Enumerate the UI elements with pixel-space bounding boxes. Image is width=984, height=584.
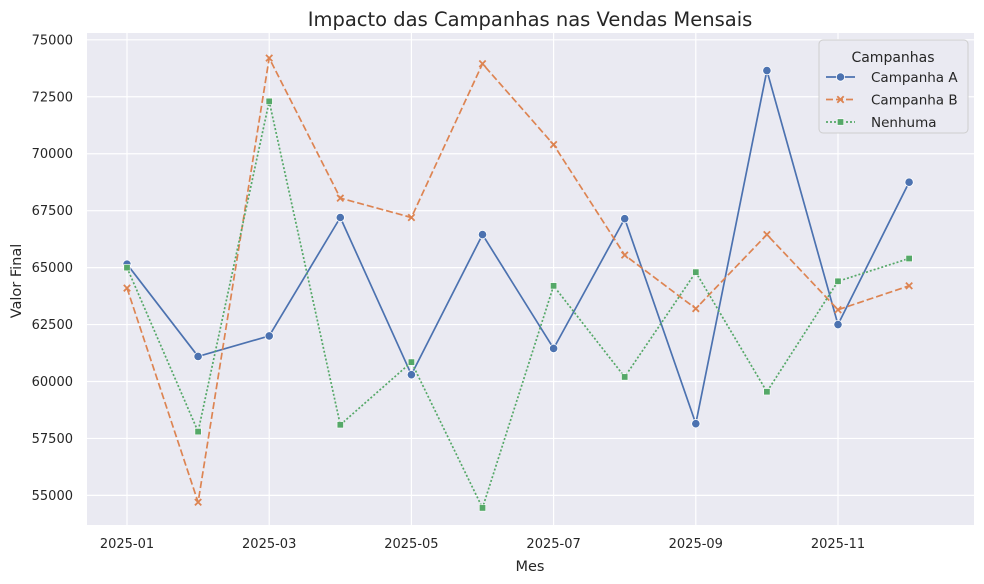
data-point	[335, 212, 345, 223]
data-point	[834, 305, 842, 314]
data-point	[123, 264, 131, 272]
data-point	[550, 282, 558, 290]
data-point	[193, 351, 203, 362]
chart-title: Impacto das Campanhas nas Vendas Mensais	[308, 8, 753, 31]
data-point	[621, 373, 629, 381]
legend-label: Campanha B	[871, 93, 958, 109]
legend-item: Campanha B	[826, 93, 958, 109]
series-layer	[122, 54, 914, 512]
y-tick-label: 60000	[32, 375, 73, 390]
legend-swatch-marker	[836, 118, 844, 126]
series-line	[126, 57, 910, 504]
legend-title: Campanhas	[851, 50, 934, 66]
series-nenhuma	[123, 97, 913, 512]
y-tick-label: 57500	[32, 432, 73, 447]
data-point	[834, 277, 842, 285]
data-point	[407, 213, 416, 222]
x-tick-label: 2025-05	[384, 537, 438, 552]
x-axis-ticks: 2025-01 2025-03 2025-05 2025-07 2025-09 2025-…	[100, 537, 865, 552]
data-point	[336, 421, 344, 429]
data-point	[691, 304, 700, 313]
data-point	[478, 504, 486, 512]
x-tick-label: 2025-03	[242, 537, 296, 552]
y-tick-label: 72500	[32, 90, 73, 105]
data-point	[407, 358, 415, 366]
series-campanha-a	[122, 65, 914, 429]
y-tick-label: 67500	[32, 204, 73, 219]
y-axis-ticks: 55000 57500 60000 62500 65000 67500 70000 72500…	[32, 33, 73, 504]
data-point	[762, 65, 772, 76]
data-point	[833, 319, 843, 330]
y-tick-label: 75000	[32, 33, 73, 48]
legend-label: Nenhuma	[871, 115, 937, 131]
legend-swatch-marker	[835, 72, 846, 82]
data-point	[763, 388, 771, 396]
y-axis-title: Valor Final	[9, 244, 25, 319]
data-point	[548, 343, 559, 354]
data-point	[194, 428, 202, 436]
data-point	[123, 284, 131, 292]
y-tick-label: 62500	[32, 318, 73, 333]
data-point	[478, 59, 487, 68]
legend-item: Campanha A	[826, 70, 958, 86]
data-point	[691, 419, 701, 429]
data-point	[477, 229, 488, 240]
y-tick-label: 70000	[32, 147, 73, 162]
x-tick-label: 2025-11	[811, 537, 865, 552]
data-point	[265, 97, 273, 105]
y-tick-label: 65000	[32, 261, 73, 276]
data-point	[620, 214, 630, 224]
data-point	[264, 331, 274, 341]
legend-label: Campanha A	[871, 70, 958, 86]
data-point	[620, 251, 629, 259]
x-tick-label: 2025-09	[669, 537, 723, 552]
series-campanha-b	[123, 54, 913, 507]
legend: Campanhas Campanha A Campanha B Nenhuma	[818, 39, 969, 134]
legend-swatch-marker	[836, 95, 845, 104]
x-tick-label: 2025-07	[526, 537, 580, 552]
y-tick-label: 55000	[32, 489, 73, 504]
data-point	[692, 268, 700, 276]
data-point	[904, 177, 914, 187]
data-point	[763, 230, 771, 239]
data-point	[905, 281, 913, 290]
legend-item: Nenhuma	[826, 115, 937, 131]
data-point	[406, 370, 416, 380]
data-point	[549, 140, 558, 149]
data-point	[905, 255, 913, 263]
x-tick-label: 2025-01	[100, 537, 154, 552]
data-point	[336, 194, 345, 202]
data-point	[194, 498, 202, 507]
series-line	[126, 100, 910, 509]
series-line	[126, 69, 910, 425]
legend-box	[818, 39, 969, 134]
x-axis-title: Mes	[516, 559, 545, 575]
data-point	[265, 54, 274, 62]
